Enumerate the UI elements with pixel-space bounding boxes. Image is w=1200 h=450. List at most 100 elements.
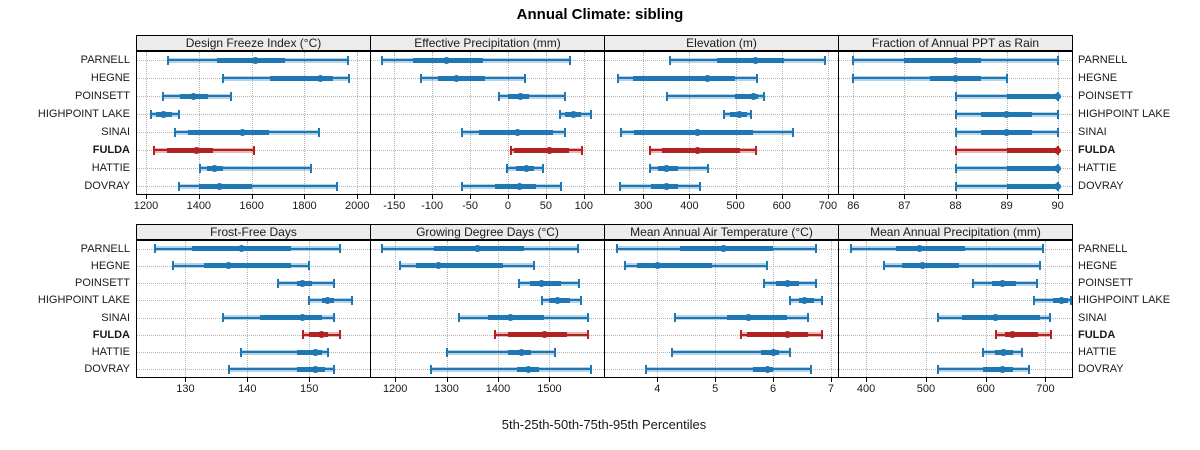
x-gridline: [866, 241, 868, 377]
p95-cap: [524, 73, 527, 83]
x-tick-mark: [830, 378, 832, 382]
x-gridline: [715, 241, 717, 377]
panel-plot: [136, 51, 371, 195]
p95-cap: [336, 181, 339, 191]
site-label-left: HIGHPOINT LAKE: [37, 294, 130, 307]
axis-tick-label: 0: [504, 200, 512, 212]
p95-cap: [553, 347, 556, 357]
site-label-right: FULDA: [1078, 144, 1116, 156]
axis-tick-label: 1200: [382, 383, 408, 395]
median-dot: [749, 92, 757, 100]
median-dot: [783, 331, 791, 339]
row-gridline: [605, 334, 838, 336]
p5-cap: [616, 73, 619, 83]
x-gridline: [853, 52, 855, 194]
p5-cap: [763, 278, 766, 288]
p95-cap: [756, 73, 759, 83]
p95-cap: [766, 261, 769, 271]
x-tick-mark: [985, 378, 987, 382]
p95-cap: [533, 261, 536, 271]
p5-cap: [221, 313, 224, 323]
iqr-band: [217, 57, 285, 63]
median-dot: [1054, 146, 1062, 154]
axis-tick-label: 150: [299, 383, 319, 395]
range-line: [853, 77, 1007, 79]
iqr-band: [661, 147, 741, 153]
range-line: [498, 95, 565, 97]
p5-cap: [399, 261, 402, 271]
site-label-left: FULDA: [92, 328, 130, 341]
median-dot: [190, 92, 198, 100]
x-tick-mark: [781, 195, 783, 199]
x-gridline: [643, 52, 645, 194]
median-dot: [1009, 331, 1017, 339]
panel-strip-title: Mean Annual Air Temperature (°C): [604, 224, 839, 240]
median-dot: [693, 146, 701, 154]
range-line: [667, 95, 765, 97]
row-gridline: [371, 300, 604, 302]
p95-cap: [541, 163, 544, 173]
median-dot: [1054, 182, 1062, 190]
median-dot: [299, 279, 307, 287]
iqr-band: [746, 332, 808, 338]
panel-strip-title: Design Freeze Index (°C): [136, 35, 371, 51]
outer-percentile-band: [667, 93, 765, 99]
p5-cap: [458, 313, 461, 323]
p95-cap: [253, 145, 256, 155]
x-gridline: [689, 52, 691, 194]
p95-cap: [587, 330, 590, 340]
x-tick-mark: [715, 378, 717, 382]
p95-cap: [699, 181, 702, 191]
panel-strip-title: Mean Annual Precipitation (mm): [838, 224, 1073, 240]
iqr-band: [982, 366, 1013, 372]
axis-tick-label: 90: [1051, 200, 1064, 212]
p95-cap: [1050, 330, 1053, 340]
axis-tick-label: 1400: [186, 200, 212, 212]
x-gridline: [985, 241, 987, 377]
p5-cap: [644, 364, 647, 374]
iqr-band: [514, 147, 569, 153]
p5-cap: [381, 244, 384, 254]
p5-cap: [199, 163, 202, 173]
median-dot: [783, 279, 791, 287]
row-gridline: [605, 283, 838, 285]
outer-percentile-band: [1033, 297, 1072, 303]
range-line: [431, 368, 591, 371]
median-dot: [435, 262, 443, 270]
p95-cap: [339, 330, 342, 340]
axis-tick-label: 5: [712, 383, 719, 395]
p5-cap: [852, 55, 855, 65]
median-dot: [525, 365, 533, 373]
site-label-right: PARNELL: [1078, 242, 1128, 255]
range-line: [179, 185, 338, 187]
median-dot: [662, 182, 670, 190]
p95-cap: [563, 91, 566, 101]
median-dot: [538, 279, 546, 287]
p5-cap: [221, 73, 224, 83]
median-dot: [238, 128, 246, 136]
p95-cap: [706, 163, 709, 173]
p95-cap: [339, 244, 342, 254]
p95-cap: [815, 278, 818, 288]
x-gridline: [470, 52, 472, 194]
outer-percentile-band: [645, 366, 811, 372]
row-gridline: [605, 114, 838, 115]
p95-cap: [1028, 364, 1031, 374]
median-dot: [513, 128, 521, 136]
iqr-band: [726, 315, 788, 321]
outer-percentile-band: [179, 183, 338, 189]
range-line: [645, 368, 811, 371]
site-label-left: DOVRAY: [84, 180, 130, 192]
x-gridline: [735, 52, 737, 194]
axis-tick-label: 50: [539, 200, 552, 212]
p95-cap: [749, 109, 752, 119]
axis-tick-label: 700: [1036, 383, 1055, 395]
median-dot: [1058, 296, 1066, 304]
axis-tick-label: 400: [680, 200, 699, 212]
x-gridline: [1057, 52, 1059, 194]
site-label-left: HEGNE: [90, 72, 130, 84]
p95-cap: [806, 313, 809, 323]
axis-tick-label: 87: [898, 200, 911, 212]
x-gridline: [583, 52, 585, 194]
x-tick-mark: [185, 378, 187, 382]
